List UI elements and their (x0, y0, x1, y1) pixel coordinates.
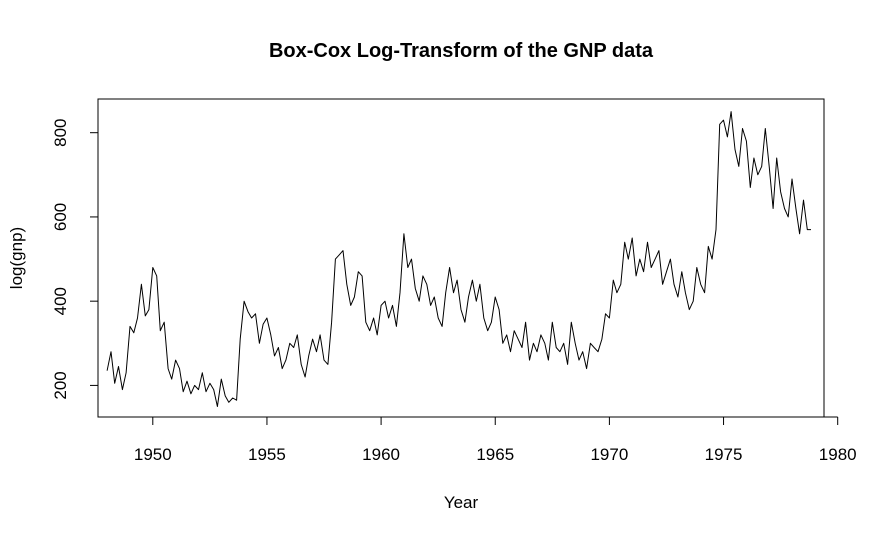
x-tick-label: 1955 (248, 445, 286, 464)
series-layer (106, 111, 811, 407)
chart-title: Box-Cox Log-Transform of the GNP data (269, 40, 654, 62)
x-tick-label: 1975 (705, 445, 743, 464)
y-axis-label: log(gnp) (7, 227, 26, 289)
y-axis: 200 400 600 800 (51, 119, 99, 400)
x-tick-label: 1980 (819, 445, 857, 464)
x-axis: 1950 1955 1960 1965 1970 1975 1980 (134, 416, 857, 464)
x-tick-label: 1960 (362, 445, 400, 464)
x-tick-label: 1950 (134, 445, 172, 464)
x-tick-label: 1970 (590, 445, 628, 464)
x-axis-label: Year (444, 493, 479, 512)
y-tick-label: 400 (51, 287, 70, 315)
x-tick-label: 1965 (476, 445, 514, 464)
y-tick-label: 800 (51, 119, 70, 147)
y-tick-label: 600 (51, 203, 70, 231)
plot-frame (97, 98, 825, 418)
series-line (106, 111, 811, 407)
y-tick-label: 200 (51, 371, 70, 399)
